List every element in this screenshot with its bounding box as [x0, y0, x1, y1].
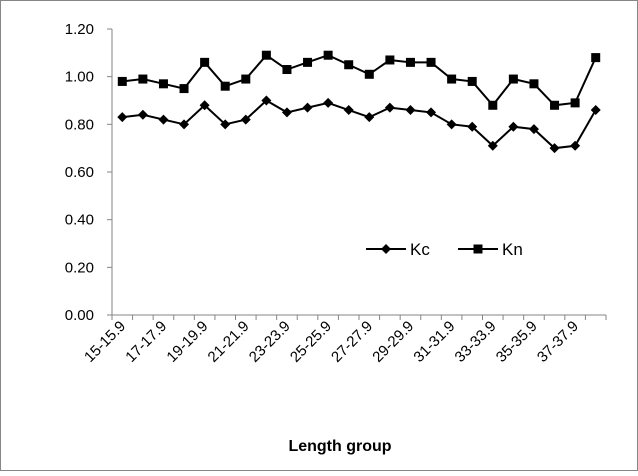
marker	[426, 57, 436, 67]
marker	[303, 57, 313, 67]
marker	[570, 140, 581, 151]
x-axis-title: Length group	[288, 438, 391, 455]
marker	[570, 98, 580, 108]
y-tick-label: 0.80	[65, 116, 94, 133]
marker	[550, 100, 560, 110]
marker	[405, 57, 415, 67]
marker	[261, 50, 271, 60]
marker	[487, 140, 498, 151]
y-tick-label: 0.00	[65, 307, 94, 324]
marker	[281, 107, 292, 118]
marker	[364, 69, 374, 79]
marker	[240, 114, 251, 125]
marker	[447, 74, 457, 84]
y-tick-label: 0.60	[65, 164, 94, 181]
marker	[590, 105, 601, 116]
marker	[344, 60, 354, 70]
marker	[158, 114, 169, 125]
marker	[302, 102, 313, 113]
legend-marker	[381, 244, 391, 254]
marker	[529, 79, 539, 89]
marker	[405, 105, 416, 116]
marker	[241, 74, 251, 84]
marker	[200, 57, 210, 67]
marker	[508, 74, 518, 84]
marker	[364, 112, 375, 123]
marker	[323, 50, 333, 60]
marker	[446, 119, 457, 130]
marker	[179, 119, 190, 130]
marker	[117, 76, 127, 86]
marker	[426, 107, 437, 118]
marker	[220, 119, 231, 130]
y-tick-label: 0.20	[65, 259, 94, 276]
marker	[137, 109, 148, 120]
y-tick-label: 1.20	[65, 21, 94, 38]
marker	[488, 100, 498, 110]
marker	[528, 124, 539, 135]
marker	[591, 53, 601, 63]
marker	[199, 100, 210, 111]
marker	[138, 74, 148, 84]
marker	[467, 121, 478, 132]
marker	[467, 76, 477, 86]
y-tick-label: 1.00	[65, 69, 94, 86]
marker	[549, 143, 560, 154]
legend-marker	[473, 244, 483, 254]
marker	[343, 105, 354, 116]
marker	[158, 79, 168, 89]
marker	[384, 102, 395, 113]
marker	[220, 81, 230, 91]
marker	[261, 95, 272, 106]
marker	[385, 55, 395, 65]
y-tick-label: 0.40	[65, 212, 94, 229]
marker	[508, 121, 519, 132]
marker	[117, 112, 128, 123]
legend-label: Kn	[502, 240, 523, 259]
marker	[179, 84, 189, 94]
marker	[323, 97, 334, 108]
marker	[282, 65, 292, 75]
legend-label: Kc	[410, 240, 430, 259]
